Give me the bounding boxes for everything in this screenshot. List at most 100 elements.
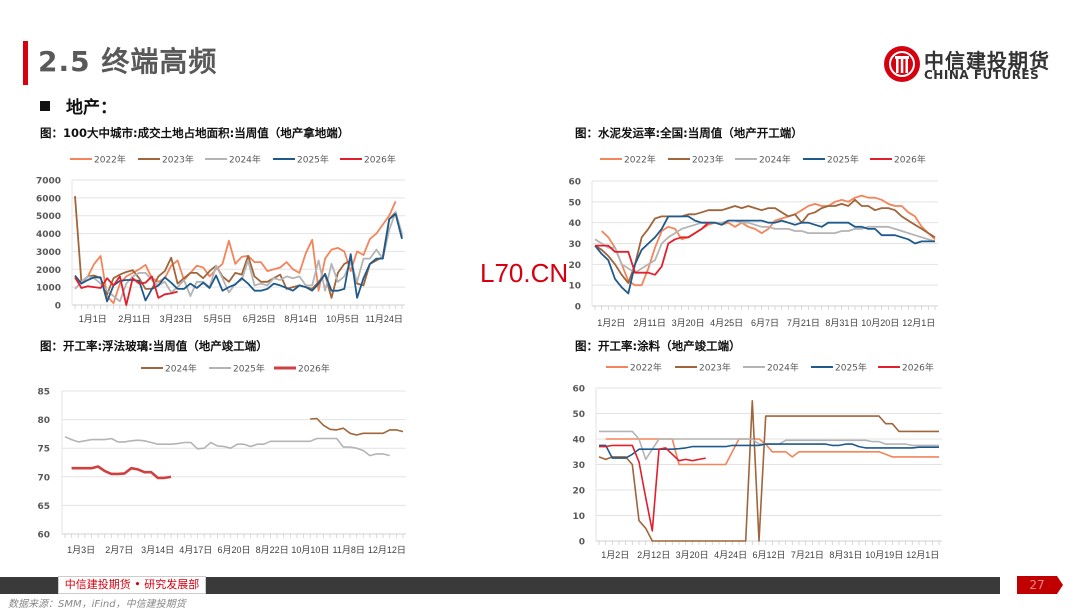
x-tick-label: 1月3日 [67,545,95,555]
legend-label: 2022年 [94,154,126,166]
y-tick-label: 7000 [36,177,61,187]
x-tick-label: 1月1日 [79,314,107,324]
y-tick-label: 85 [37,388,50,398]
series-line-2026年 [74,275,178,306]
y-tick-label: 70 [37,473,50,483]
legend-label: 2026年 [364,154,396,166]
x-tick-label: 1月2日 [597,318,625,328]
x-tick-label: 10月20日 [861,318,899,328]
x-tick-label: 10月5日 [326,314,359,324]
x-tick-label: 6月7日 [751,318,779,328]
x-tick-label: 4月25日 [710,318,743,328]
page-title: 2.5 终端高频 [38,45,218,78]
y-tick-label: 10 [568,282,581,292]
x-tick-label: 12月1日 [906,550,939,560]
legend-label: 2023年 [162,154,194,166]
chart-title-glass: 图：开工率:浮法玻璃:当周值（地产竣工端） [40,339,268,353]
x-tick-label: 3月20日 [676,550,709,560]
y-tick-label: 60 [568,178,581,188]
legend-label: 2026年 [902,362,934,374]
legend-label: 2024年 [759,154,791,166]
y-tick-label: 30 [568,240,581,250]
x-tick-label: 6月12日 [752,550,785,560]
y-tick-label: 2000 [36,266,61,276]
x-tick-label: 5月5日 [204,314,232,324]
x-tick-label: 2月11日 [118,314,150,324]
x-tick-label: 11月24日 [366,314,403,324]
legend-label: 2024年 [229,154,261,166]
x-tick-label: 6月20日 [217,545,250,555]
chart-title-land-area: 图：100大中城市:成交土地占地面积:当周值（地产拿地端） [40,126,350,140]
legend-label: 2026年 [298,363,330,375]
series-line-2024年 [594,219,936,274]
x-tick-label: 6月25日 [243,314,276,324]
logo-text-cn: 中信建投期货 [924,49,1050,73]
x-tick-label: 1月2日 [601,550,629,560]
legend-label: 2025年 [233,363,265,375]
series-line-2023年 [594,198,936,284]
series-line-2024年 [310,417,404,436]
x-tick-label: 8月31日 [829,550,862,560]
x-tick-label: 10月10日 [291,545,329,555]
x-tick-label: 3月14日 [141,545,174,555]
chart-title-paint: 图：开工率:涂料（地产竣工端） [575,339,741,353]
y-tick-label: 20 [568,261,581,271]
x-tick-label: 4月17日 [179,545,212,555]
bullet-square-icon [40,101,50,111]
series-line-2023年 [74,196,403,299]
series-line-2024年 [74,211,403,303]
series-line-2022年 [74,201,397,305]
y-tick-label: 80 [37,416,50,426]
x-tick-label: 12月12日 [368,545,406,555]
y-tick-label: 40 [568,219,581,229]
section-heading: 地产： [40,93,117,118]
citic-logo-icon [884,46,920,82]
y-tick-label: 10 [572,512,585,522]
y-tick-label: 50 [568,198,581,208]
y-tick-label: 75 [37,445,50,455]
x-tick-label: 7月21日 [791,550,824,560]
x-tick-label: 2月11日 [634,318,666,328]
y-tick-label: 50 [572,410,585,420]
series-line-2025年 [74,213,403,303]
legend-label: 2024年 [767,362,799,374]
legend-label: 2022年 [630,362,662,374]
series-line-2023年 [598,400,939,542]
section-label: 地产： [66,98,117,118]
y-tick-label: 4000 [36,230,61,240]
y-tick-label: 65 [37,502,50,512]
x-tick-label: 8月31日 [825,318,858,328]
y-tick-label: 0 [575,303,581,313]
data-source: 数据来源：SMM，iFind，中信建投期货 [8,599,186,610]
logo-text-en: CHINA FUTURES [924,68,1040,82]
y-tick-label: 6000 [36,194,61,204]
y-tick-label: 20 [572,487,585,497]
y-tick-label: 30 [572,461,585,471]
legend-label: 2025年 [827,154,859,166]
series-line-2025年 [599,443,939,459]
page-number: 27 [1017,576,1057,594]
legend-label: 2025年 [835,362,867,374]
x-tick-label: 2月7日 [105,545,133,555]
x-tick-label: 2月12日 [637,550,670,560]
y-tick-label: 60 [572,385,585,395]
series-line-2022年 [601,194,936,287]
x-tick-label: 8月14日 [284,314,317,324]
legend-label: 2023年 [692,154,724,166]
y-tick-label: 0 [55,302,61,312]
watermark: L70.CN [480,258,569,288]
series-line-2026年 [599,444,706,532]
series-line-2025年 [64,436,390,457]
y-tick-label: 5000 [36,212,61,222]
x-tick-label: 11月8日 [333,545,365,555]
x-tick-label: 3月20日 [672,318,705,328]
series-line-2026年 [71,465,172,480]
footer-bar [0,577,1000,594]
y-tick-label: 40 [572,436,585,446]
y-tick-label: 1000 [36,284,61,294]
series-line-2026年 [595,222,709,276]
x-tick-label: 10月19日 [865,550,903,560]
title-accent-bar [23,41,28,85]
x-tick-label: 8月22日 [256,545,289,555]
